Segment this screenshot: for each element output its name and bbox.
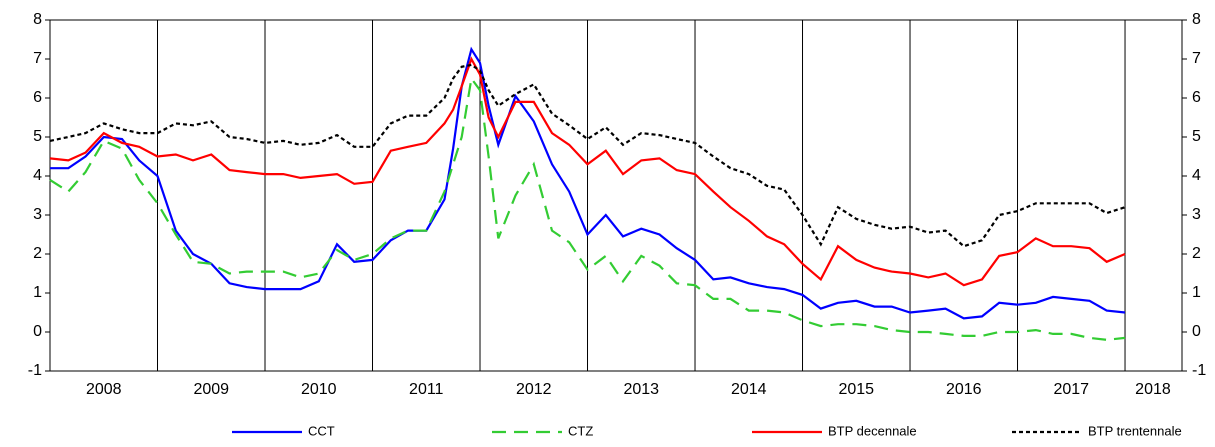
- plot-frame: [49, 19, 1183, 372]
- x-tick-label: 2015: [838, 381, 874, 398]
- legend-label: CTZ: [568, 423, 593, 438]
- y2-tick-label: 6: [1192, 89, 1201, 106]
- series-line: [49, 63, 1126, 248]
- x-tick-label: 2018: [1135, 381, 1171, 398]
- y-tick-label: 0: [33, 323, 42, 340]
- x-tick-label: 2016: [946, 381, 982, 398]
- y2-tick-label: 0: [1192, 323, 1201, 340]
- y2-tick-label: 5: [1192, 128, 1201, 145]
- series-line: [49, 56, 1126, 287]
- x-tick-label: 2012: [516, 381, 552, 398]
- y-tick-label: -1: [28, 362, 42, 379]
- legend-label: BTP decennale: [828, 423, 917, 438]
- y-tick-label: 7: [33, 50, 42, 67]
- y2-tick-label: 7: [1192, 50, 1201, 67]
- y-tick-label: 8: [33, 11, 42, 28]
- x-tick-label: 2009: [193, 381, 229, 398]
- y2-tick-label: 2: [1192, 245, 1201, 262]
- x-tick-label: 2014: [731, 381, 767, 398]
- y-tick-label: 1: [33, 284, 42, 301]
- y2-tick-label: 4: [1192, 167, 1201, 184]
- legend-label: CCT: [308, 423, 335, 438]
- y-tick-label: 3: [33, 206, 42, 223]
- x-tick-label: 2010: [301, 381, 337, 398]
- legend-label: BTP trentennale: [1088, 423, 1182, 438]
- y2-tick-label: 3: [1192, 206, 1201, 223]
- x-tick-label: 2013: [623, 381, 659, 398]
- x-tick-label: 2017: [1053, 381, 1089, 398]
- y2-tick-label: -1: [1192, 362, 1206, 379]
- x-tick-label: 2008: [86, 381, 122, 398]
- y2-tick-label: 8: [1192, 11, 1201, 28]
- y-tick-label: 2: [33, 245, 42, 262]
- y-tick-label: 6: [33, 89, 42, 106]
- x-tick-label: 2011: [409, 381, 444, 398]
- y-tick-label: 4: [33, 167, 42, 184]
- y-tick-label: 5: [33, 128, 42, 145]
- series-line: [50, 46, 1126, 320]
- y2-tick-label: 1: [1192, 284, 1201, 301]
